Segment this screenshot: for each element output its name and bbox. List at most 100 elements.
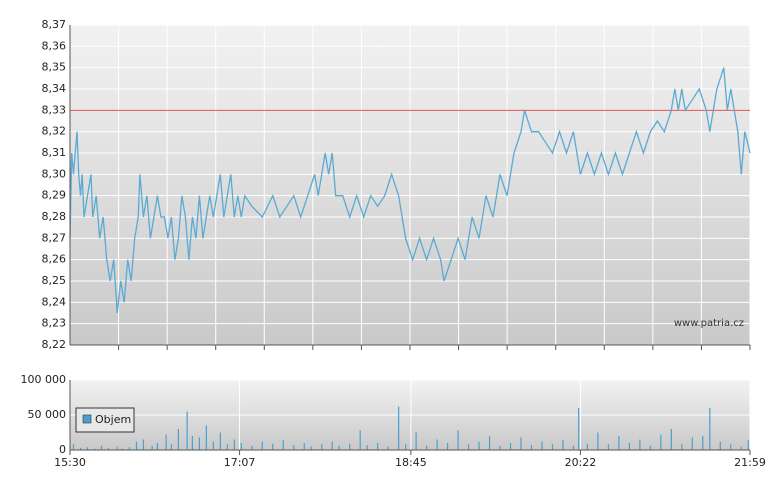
volume-bar	[562, 440, 564, 450]
volume-bar	[177, 429, 179, 450]
volume-bar	[530, 445, 533, 450]
volume-bar	[478, 441, 480, 450]
x-tick-label: 21:59	[734, 456, 766, 469]
volume-bar	[261, 441, 263, 450]
volume-bar	[349, 443, 351, 450]
y-tick-label: 8,34	[42, 82, 67, 95]
volume-bar	[219, 432, 221, 450]
y-tick-label: 8,35	[42, 61, 67, 74]
watermark: www.patria.cz	[674, 318, 744, 329]
volume-bar	[100, 445, 103, 450]
volume-bar	[541, 441, 543, 450]
y-tick-label: 8,33	[42, 103, 67, 116]
volume-bar	[709, 408, 711, 450]
volume-bar	[730, 444, 732, 450]
legend-swatch	[82, 414, 92, 424]
price-line	[69, 67, 751, 314]
volume-bar	[377, 443, 379, 450]
volume-bar	[303, 443, 305, 450]
y-tick-label: 8,23	[42, 317, 67, 330]
volume-bar	[170, 444, 172, 450]
volume-bar	[293, 445, 295, 450]
volume-bar	[116, 446, 118, 450]
volume-bar	[272, 443, 274, 450]
volume-bar	[135, 441, 138, 450]
y-tick-label: 100 000	[21, 373, 67, 386]
volume-bar	[551, 444, 554, 450]
x-tick-label: 15:30	[54, 456, 86, 469]
volume-bar	[142, 439, 145, 450]
volume-bar	[205, 425, 207, 450]
volume-bar	[338, 445, 340, 450]
volume-bar	[366, 445, 368, 450]
volume-bar	[251, 445, 253, 450]
volume-bar	[198, 437, 200, 450]
y-tick-label: 0	[59, 443, 66, 456]
y-tick-label: 8,24	[42, 295, 67, 308]
volume-bar	[310, 446, 312, 450]
volume-bar	[233, 439, 235, 450]
volume-bar	[578, 408, 580, 450]
x-tick-label: 18:45	[395, 456, 427, 469]
y-tick-label: 8,26	[42, 253, 67, 266]
volume-bar	[488, 436, 491, 450]
y-tick-label: 8,37	[42, 18, 67, 31]
volume-bar	[597, 432, 599, 450]
volume-bar	[446, 443, 449, 450]
volume-bar	[719, 441, 721, 450]
volume-bar	[691, 437, 693, 450]
volume-bar	[282, 440, 284, 450]
y-tick-label: 8,30	[42, 167, 67, 180]
volume-bar	[607, 444, 610, 450]
volume-bar	[660, 434, 662, 450]
y-tick-label: 8,22	[42, 338, 67, 351]
volume-bar	[572, 445, 575, 450]
volume-bar	[405, 444, 407, 450]
volume-bar	[436, 439, 438, 450]
volume-bar	[156, 443, 159, 450]
volume-bar	[191, 436, 193, 450]
y-tick-label: 8,27	[42, 231, 67, 244]
y-tick-label: 8,29	[42, 189, 67, 202]
volume-bar	[107, 447, 110, 450]
y-tick-label: 50 000	[28, 408, 67, 421]
volume-bar	[121, 448, 124, 450]
volume-bar	[681, 444, 683, 450]
volume-bar	[586, 443, 589, 450]
volume-bar	[165, 434, 167, 450]
volume-bar	[639, 439, 641, 450]
volume-bar	[520, 437, 522, 450]
volume-bar	[93, 448, 96, 450]
y-tick-label: 8,28	[42, 210, 67, 223]
volume-bar	[86, 447, 89, 450]
volume-bar	[509, 443, 512, 450]
x-tick-label: 17:07	[224, 456, 256, 469]
volume-bar	[702, 436, 704, 450]
volume-bar	[398, 406, 400, 450]
volume-bar	[628, 443, 630, 450]
volume-bar	[670, 429, 672, 450]
volume-bar	[128, 447, 131, 450]
volume-bar	[321, 444, 323, 450]
volume-bar	[415, 432, 417, 450]
volume-bar	[387, 446, 389, 450]
volume-bar	[499, 445, 501, 450]
volume-bar	[151, 445, 153, 450]
volume-bar	[72, 444, 75, 450]
y-tick-label: 8,25	[42, 274, 67, 287]
volume-bar	[457, 430, 459, 450]
y-tick-label: 8,36	[42, 39, 67, 52]
volume-bar	[226, 444, 228, 450]
volume-bar	[240, 443, 242, 450]
volume-bar	[426, 445, 428, 450]
legend-label: Objem	[95, 413, 131, 426]
volume-bar	[747, 440, 749, 450]
volume-bar	[212, 441, 214, 450]
volume-bar	[186, 411, 188, 450]
y-tick-label: 8,32	[42, 125, 67, 138]
y-tick-label: 8,31	[42, 146, 67, 159]
volume-bar	[359, 430, 361, 450]
volume-bar	[467, 444, 470, 450]
